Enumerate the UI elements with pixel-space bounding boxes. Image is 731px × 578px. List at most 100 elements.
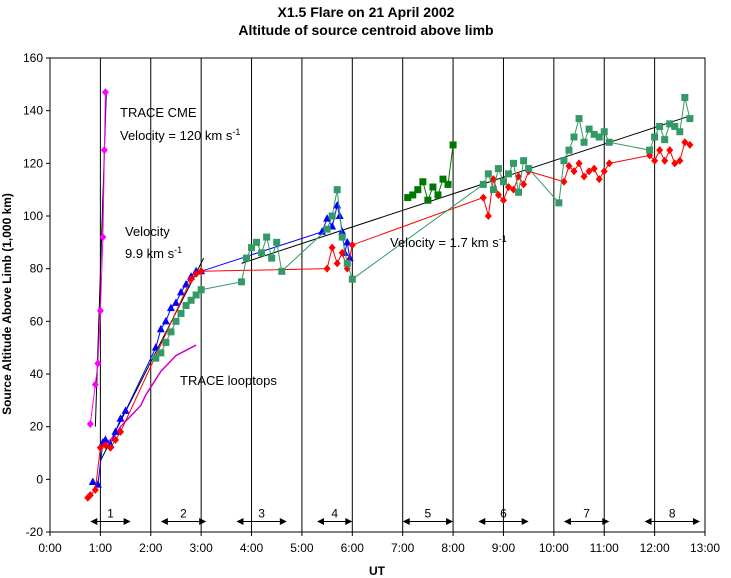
data-point	[197, 286, 205, 294]
data-point	[338, 233, 346, 241]
data-point	[268, 254, 276, 262]
data-point	[182, 302, 190, 310]
x-tick-label: 8:00	[441, 541, 465, 555]
data-point	[686, 115, 694, 123]
data-point	[479, 193, 487, 202]
data-point	[585, 167, 593, 176]
data-point	[323, 214, 332, 222]
y-tick-label: 80	[30, 262, 44, 276]
data-point	[681, 138, 689, 147]
data-point	[484, 170, 492, 178]
data-point	[91, 485, 99, 494]
interval-label: 5	[425, 506, 432, 520]
data-point	[409, 191, 417, 199]
data-point	[575, 115, 583, 123]
fit-lines	[94, 89, 691, 462]
data-point	[686, 140, 694, 149]
arrowhead-right	[692, 517, 700, 525]
data-point	[197, 267, 205, 276]
data-point	[177, 287, 185, 296]
data-point	[494, 165, 502, 173]
data-point	[605, 159, 613, 168]
data-point	[333, 186, 341, 194]
data-point	[258, 249, 266, 257]
data-point	[499, 196, 507, 205]
data-point	[585, 125, 593, 133]
data-point	[600, 167, 608, 176]
x-tick-label: 6:00	[341, 541, 365, 555]
data-point	[651, 133, 659, 141]
y-tick-label: 160	[23, 51, 43, 65]
arrowhead-right	[521, 517, 529, 525]
data-point	[510, 159, 518, 167]
data-point	[338, 227, 347, 235]
data-point	[111, 427, 120, 435]
interval-label: 8	[669, 506, 676, 520]
x-tick-label: 7:00	[391, 541, 415, 555]
data-point	[520, 157, 528, 165]
data-point	[484, 212, 492, 220]
data-point	[171, 298, 180, 306]
data-point	[560, 157, 568, 165]
data-point	[661, 156, 669, 165]
data-point	[116, 414, 125, 422]
data-point	[348, 240, 356, 249]
arrowhead-left	[563, 517, 571, 525]
x-tick-label: 5:00	[290, 541, 314, 555]
data-point	[96, 306, 104, 315]
series-group	[88, 200, 354, 488]
data-point	[605, 138, 613, 146]
arrowhead-left	[160, 517, 168, 525]
data-point	[449, 141, 457, 149]
data-point	[656, 146, 664, 155]
interval-label: 4	[331, 506, 338, 520]
data-point	[439, 175, 447, 183]
data-point	[253, 238, 261, 246]
data-point	[520, 180, 528, 189]
data-point	[505, 170, 512, 178]
data-point	[424, 196, 432, 204]
data-point	[429, 183, 437, 191]
annotation-velocity-fast-1: Velocity	[125, 224, 170, 239]
x-tick-label: 9:00	[492, 541, 516, 555]
data-point	[166, 303, 175, 312]
x-tick-label: 13:00	[690, 541, 720, 555]
plot-frame	[49, 57, 706, 533]
data-point	[595, 133, 603, 141]
y-tick-label: 0	[36, 472, 43, 486]
interval-markers: 1 2 3 4 5 6 7 8	[90, 506, 700, 525]
data-point	[152, 354, 160, 362]
data-point	[600, 128, 608, 136]
data-point	[570, 133, 578, 141]
data-point	[651, 156, 659, 165]
annotation-velocity-cme: Velocity = 120 km s-1	[120, 127, 240, 143]
data-point	[91, 380, 99, 389]
arrowhead-left	[236, 517, 244, 525]
y-tick-label: -20	[26, 525, 44, 539]
data-point	[101, 88, 109, 97]
data-point	[414, 186, 422, 194]
data-point	[671, 159, 679, 168]
data-point	[555, 199, 563, 207]
axis-ticks: 0:00 1:00 2:00 3:00 4:00 5:00 6:00 7:00 8:00 9:00…	[23, 51, 720, 555]
arrowhead-right	[446, 517, 454, 525]
y-tick-label: 100	[23, 209, 43, 223]
arrowhead-right	[602, 517, 610, 525]
data-point	[86, 491, 94, 500]
annotation-trace-cme: TRACE CME	[120, 105, 197, 120]
data-point	[515, 188, 523, 196]
data-point	[681, 94, 689, 101]
data-point	[161, 316, 170, 325]
annotations: TRACE CME Velocity = 120 km s-1 Velocity…	[120, 105, 507, 388]
data-point	[318, 227, 327, 235]
data-point	[343, 259, 351, 267]
data-point	[278, 267, 286, 275]
data-point	[101, 441, 109, 450]
data-point	[248, 244, 256, 252]
data-point	[273, 238, 281, 246]
arrowhead-left	[402, 517, 410, 525]
interval-label: 3	[258, 506, 265, 520]
data-point	[338, 248, 346, 257]
data-point	[187, 275, 195, 284]
